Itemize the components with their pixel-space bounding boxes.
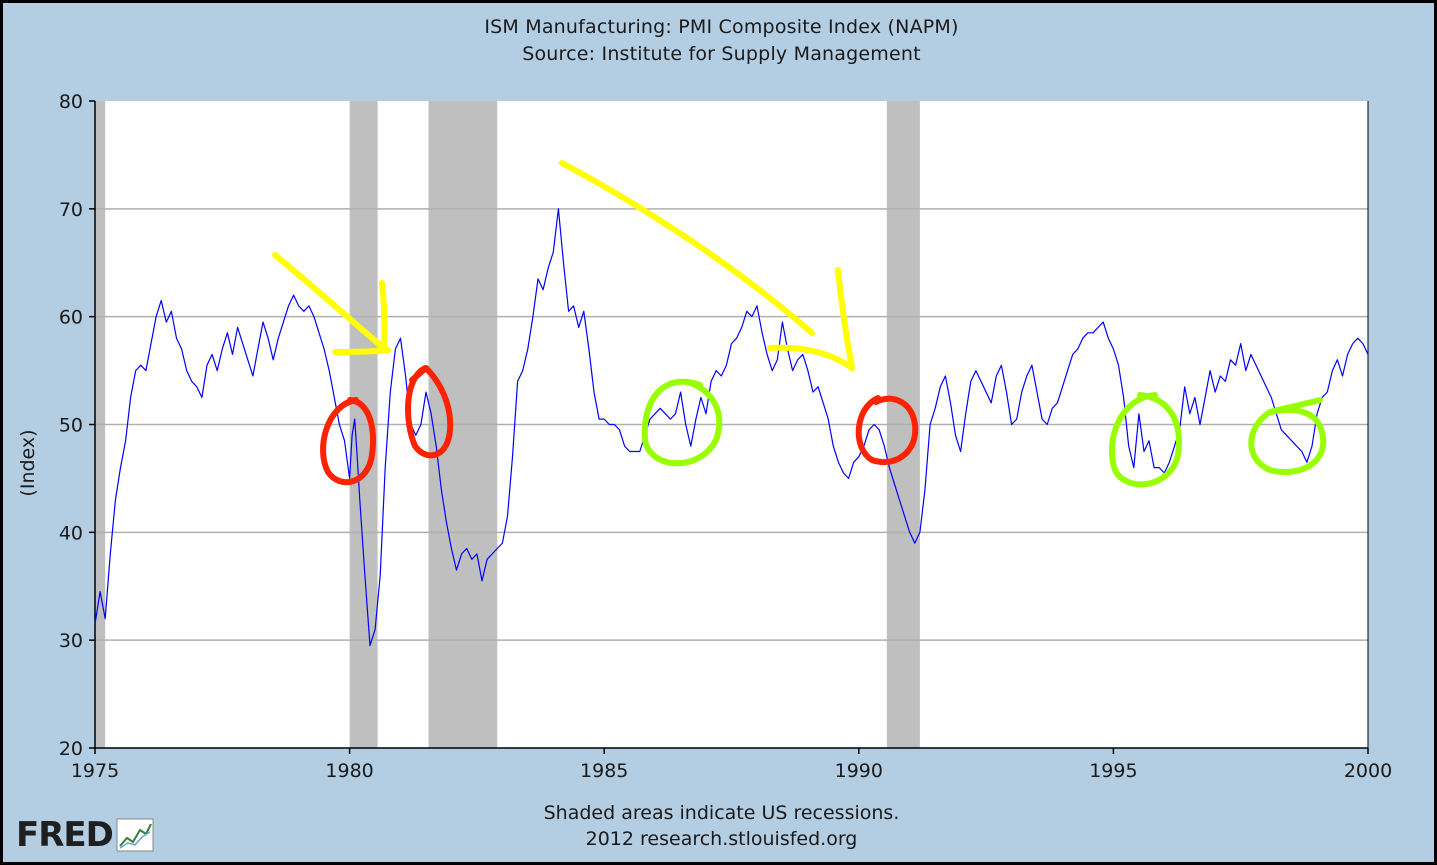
yellow-arrow-2-head-b (767, 344, 855, 371)
red-circle-1 (320, 397, 376, 486)
x-tick-label-1980: 1980 (325, 760, 373, 782)
y-tick-label-50: 50 (59, 415, 83, 437)
chart-subtitle: Source: Institute for Supply Management (522, 43, 921, 65)
fred-logo: FRED (16, 815, 154, 855)
red-circle-3 (855, 395, 919, 465)
chart-title: ISM Manufacturing: PMI Composite Index (… (484, 16, 959, 38)
yellow-arrow-2-head-a (835, 267, 855, 371)
red-circle-2 (405, 365, 454, 459)
y-tick-label-80: 80 (59, 91, 83, 113)
y-tick-label-40: 40 (59, 522, 83, 544)
yellow-arrow-2-shaft (559, 160, 815, 336)
y-tick-label-20: 20 (59, 738, 83, 760)
x-tick-label-1985: 1985 (580, 760, 628, 782)
green-circle-1 (641, 378, 723, 467)
yellow-arrow-1-head-a (379, 280, 388, 353)
x-tick-label-1995: 1995 (1089, 760, 1137, 782)
fred-chart-icon (116, 818, 154, 852)
series-line-1 (94, 208, 1369, 647)
x-tick-label-2000: 2000 (1344, 760, 1392, 782)
x-tick-label-1990: 1990 (835, 760, 883, 782)
yellow-arrow-1-head-b (332, 347, 391, 355)
x-tick-label-1975: 1975 (71, 760, 119, 782)
green-circle-2 (1108, 392, 1182, 488)
yellow-arrow-1-shaft (272, 252, 383, 348)
recession-note: Shaded areas indicate US recessions. (543, 802, 900, 824)
y-tick-label-30: 30 (59, 630, 83, 652)
fred-logo-text: FRED (16, 815, 114, 855)
y-tick-label-70: 70 (59, 199, 83, 221)
source-credit: 2012 research.stlouisfed.org (585, 828, 858, 850)
green-circle-3 (1248, 397, 1327, 475)
y-tick-label-60: 60 (59, 307, 83, 329)
